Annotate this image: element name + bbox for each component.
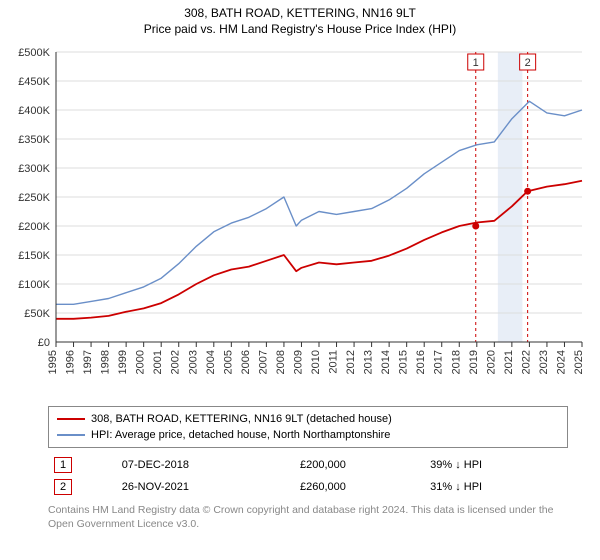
legend-label: HPI: Average price, detached house, Nort… (91, 429, 390, 441)
legend: 308, BATH ROAD, KETTERING, NN16 9LT (det… (48, 406, 568, 448)
marker-number-box: 2 (54, 479, 72, 495)
svg-text:2005: 2005 (222, 350, 234, 374)
svg-text:2011: 2011 (328, 350, 340, 374)
svg-text:2025: 2025 (573, 350, 585, 374)
svg-text:2023: 2023 (538, 350, 550, 374)
marker-diff: 31% ↓ HPI (424, 476, 568, 498)
svg-text:£300K: £300K (18, 163, 50, 175)
svg-text:2: 2 (525, 57, 531, 69)
svg-text:2016: 2016 (415, 350, 427, 374)
marker-number-box: 1 (54, 457, 72, 473)
svg-text:2000: 2000 (135, 350, 147, 374)
svg-text:2006: 2006 (240, 350, 252, 374)
chart-area: £0 £50K £100K £150K £200K £250K £300K £350K £400… (0, 42, 600, 402)
marker-price: £200,000 (294, 454, 424, 476)
svg-text:1998: 1998 (100, 350, 112, 374)
svg-text:£50K: £50K (24, 308, 50, 320)
svg-text:2014: 2014 (380, 350, 392, 374)
footer-attribution: Contains HM Land Registry data © Crown c… (48, 504, 568, 531)
svg-text:2019: 2019 (468, 350, 480, 374)
svg-text:2008: 2008 (275, 350, 287, 374)
svg-text:2002: 2002 (170, 350, 182, 374)
svg-text:1996: 1996 (65, 350, 77, 374)
svg-text:2012: 2012 (345, 350, 357, 374)
svg-text:2010: 2010 (310, 350, 322, 374)
chart-subtitle: Price paid vs. HM Land Registry's House … (0, 22, 600, 36)
svg-text:£0: £0 (38, 337, 50, 349)
svg-text:2007: 2007 (257, 350, 269, 374)
svg-text:£350K: £350K (18, 134, 50, 146)
svg-text:2003: 2003 (187, 350, 199, 374)
svg-text:2024: 2024 (555, 350, 567, 374)
marker-table: 1 07-DEC-2018£200,00039% ↓ HPI 2 26-NOV-202… (48, 454, 568, 498)
legend-row: HPI: Average price, detached house, Nort… (57, 427, 559, 443)
svg-text:1999: 1999 (117, 350, 129, 374)
svg-text:£400K: £400K (18, 105, 50, 117)
marker-price: £260,000 (294, 476, 424, 498)
svg-text:2004: 2004 (205, 350, 217, 374)
svg-text:£100K: £100K (18, 279, 50, 291)
svg-text:2020: 2020 (485, 350, 497, 374)
svg-text:2022: 2022 (520, 350, 532, 374)
svg-text:£150K: £150K (18, 250, 50, 262)
svg-text:2021: 2021 (503, 350, 515, 374)
marker-diff: 39% ↓ HPI (424, 454, 568, 476)
svg-text:2015: 2015 (398, 350, 410, 374)
legend-label: 308, BATH ROAD, KETTERING, NN16 9LT (det… (91, 413, 392, 425)
legend-row: 308, BATH ROAD, KETTERING, NN16 9LT (det… (57, 411, 559, 427)
svg-text:2001: 2001 (152, 350, 164, 374)
svg-text:1: 1 (473, 57, 479, 69)
svg-text:£250K: £250K (18, 192, 50, 204)
svg-text:2009: 2009 (292, 350, 304, 374)
svg-text:2018: 2018 (450, 350, 462, 374)
svg-text:2017: 2017 (433, 350, 445, 374)
svg-text:1995: 1995 (47, 350, 59, 374)
marker-date: 07-DEC-2018 (116, 454, 294, 476)
svg-text:2013: 2013 (363, 350, 375, 374)
svg-text:£200K: £200K (18, 221, 50, 233)
line-chart-svg: £0 £50K £100K £150K £200K £250K £300K £350K £400… (0, 42, 600, 402)
chart-title: 308, BATH ROAD, KETTERING, NN16 9LT (0, 6, 600, 20)
svg-text:1997: 1997 (82, 350, 94, 374)
svg-text:£450K: £450K (18, 76, 50, 88)
marker-row: 2 26-NOV-2021£260,00031% ↓ HPI (48, 476, 568, 498)
svg-text:£500K: £500K (18, 47, 50, 59)
marker-row: 1 07-DEC-2018£200,00039% ↓ HPI (48, 454, 568, 476)
marker-date: 26-NOV-2021 (116, 476, 294, 498)
legend-swatch (57, 418, 85, 420)
legend-swatch (57, 434, 85, 436)
